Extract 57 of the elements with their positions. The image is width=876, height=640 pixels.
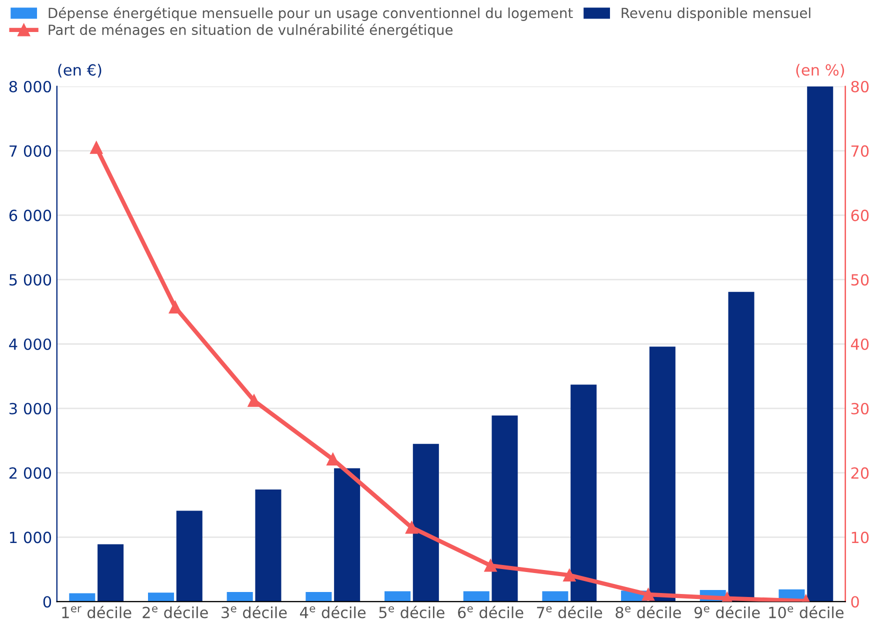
point <box>642 588 654 601</box>
x-tick-label: 5$^{e}$ décile <box>379 606 444 618</box>
point <box>563 568 576 582</box>
y-tick-label: 5 000 <box>10 274 52 286</box>
y-tick-label: 1 000 <box>10 532 52 544</box>
bar <box>176 510 202 602</box>
y-tick-label: 2 000 <box>9 467 52 479</box>
bar <box>463 591 490 602</box>
point <box>405 521 418 534</box>
point <box>484 559 497 572</box>
bar <box>334 468 360 602</box>
bar <box>542 591 568 602</box>
y2-tick-label: 50 <box>851 274 869 286</box>
y2-tick-label: 60 <box>851 210 869 222</box>
y2-tick-label: 0 <box>851 596 859 608</box>
legend-label: Revenu disponible mensuel <box>622 8 810 21</box>
x-tick-label: 8$^{e}$ décile <box>616 606 681 618</box>
x-tick-label: 3$^{e}$ décile <box>222 606 287 618</box>
y2-tick-label: 10 <box>852 532 869 544</box>
bar <box>148 592 174 602</box>
y2-tick-label: 30 <box>851 402 869 414</box>
bar <box>649 346 676 602</box>
x-tick-label: 1$^{er}$ décile <box>62 606 132 618</box>
bar <box>69 593 96 602</box>
y-tick-label: 0 <box>43 596 52 608</box>
bar <box>570 384 597 602</box>
bar <box>255 490 282 602</box>
bar <box>226 592 253 602</box>
x-tick-label: 10$^{e}$ décile <box>769 606 844 618</box>
y-axis-title: (en €) <box>58 64 102 78</box>
bar <box>412 444 439 602</box>
x-tick-label: 7$^{e}$ décile <box>537 606 602 618</box>
y2-tick-label: 40 <box>850 338 869 350</box>
y2-tick-label: 80 <box>851 80 869 92</box>
y-tick-label: 8 000 <box>9 80 52 92</box>
y-tick-label: 3 000 <box>10 402 52 414</box>
bar <box>98 544 124 602</box>
point <box>168 301 182 314</box>
x-tick-label: 6$^{e}$ décile <box>458 606 524 618</box>
legend-label: Part de ménages en situation de vulnérabilité énergétique <box>48 24 453 38</box>
legend-label: Dépense énergétique mensuelle pour un usage conventionnel du logement <box>48 6 573 21</box>
y-tick-label: 4 000 <box>9 338 52 350</box>
y2-tick-label: 20 <box>851 467 869 479</box>
bar <box>728 292 754 602</box>
point <box>248 394 260 407</box>
y2-axis-title: (en %) <box>796 64 844 78</box>
bar <box>306 592 332 602</box>
x-tick-label: 2$^{e}$ décile <box>142 606 208 618</box>
x-tick-label: 4$^{e}$ décile <box>300 606 366 618</box>
bar <box>492 415 518 602</box>
bar <box>384 591 411 602</box>
y2-tick-label: 70 <box>851 145 869 157</box>
bar <box>807 86 834 602</box>
y-tick-label: 6 000 <box>9 210 52 222</box>
x-tick-label: 9$^{e}$ décile <box>694 606 760 618</box>
point <box>90 141 103 154</box>
y-tick-label: 7 000 <box>10 145 52 157</box>
